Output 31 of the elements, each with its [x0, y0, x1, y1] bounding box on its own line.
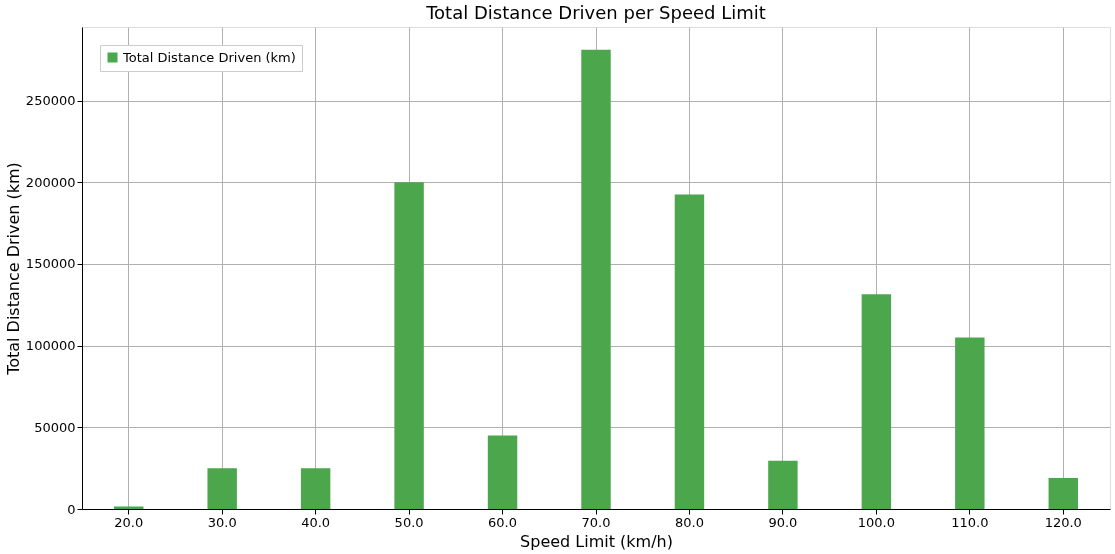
bar: [955, 337, 985, 509]
bar: [394, 182, 424, 509]
y-tick-label: 250000: [25, 93, 76, 109]
bar: [768, 460, 798, 509]
bar: [674, 194, 705, 509]
x-tick-label: 70.0: [581, 514, 611, 530]
bar: [581, 49, 611, 509]
y-tick-label: 100000: [25, 338, 76, 354]
y-tick-label: 200000: [25, 174, 76, 190]
x-tick-label: 40.0: [301, 514, 331, 530]
x-tick-label: 30.0: [207, 514, 237, 530]
x-tick-label: 50.0: [394, 514, 424, 530]
x-tick-label: 60.0: [488, 514, 518, 530]
x-axis-title: Speed Limit (km/h): [520, 531, 673, 551]
y-axis-title: Total Distance Driven (km): [3, 162, 23, 376]
chart-title: Total Distance Driven per Speed Limit: [425, 2, 766, 23]
y-tick-label: 150000: [25, 256, 76, 272]
bar: [207, 468, 237, 509]
bar: [300, 468, 331, 509]
x-tick-label: 20.0: [114, 514, 144, 530]
x-tick-label: 80.0: [674, 514, 704, 530]
x-tick-label: 90.0: [768, 514, 798, 530]
y-tick-label: 50000: [34, 419, 76, 435]
x-tick-label: 110.0: [951, 514, 989, 530]
bar: [487, 435, 518, 509]
y-tick-label: 0: [67, 501, 76, 517]
bar: [861, 294, 892, 509]
x-tick-label: 100.0: [857, 514, 895, 530]
legend-label: Total Distance Driven (km): [122, 49, 296, 65]
x-tick-label: 120.0: [1044, 514, 1082, 530]
bar: [1048, 477, 1078, 509]
